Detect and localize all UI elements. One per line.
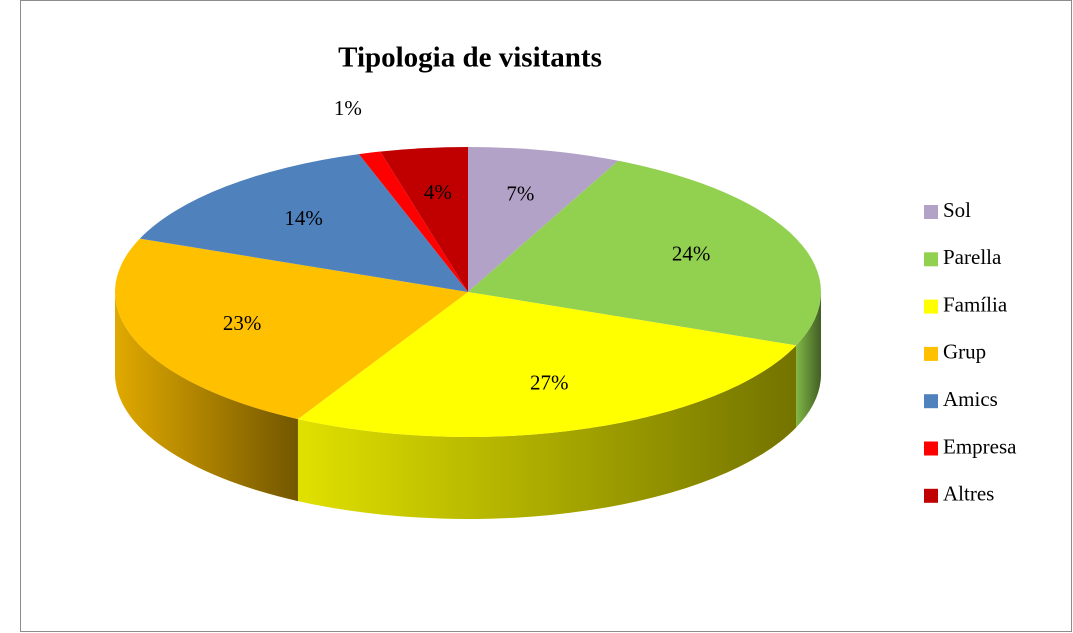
data-label: 23%	[223, 311, 262, 335]
side-shade	[297, 345, 797, 520]
legend-swatch	[924, 394, 938, 409]
data-label: 24%	[672, 242, 711, 266]
data-label: 4%	[424, 180, 452, 204]
legend-swatch	[924, 488, 938, 503]
pie-slice	[380, 147, 468, 292]
legend-swatch	[924, 441, 938, 456]
side-shade	[796, 292, 821, 428]
legend-swatch	[924, 252, 938, 267]
data-label: 14%	[284, 206, 323, 230]
legend-label: Altres	[943, 482, 994, 506]
legend-label: Empresa	[943, 434, 1017, 458]
legend-swatch	[924, 205, 938, 219]
pie-slice	[468, 147, 619, 292]
chart-title: Tipologia de visitants	[338, 42, 602, 74]
legend-label: Amics	[943, 387, 998, 411]
data-label: 1%	[334, 96, 362, 120]
legend-label: Parella	[943, 245, 1002, 269]
pie-slice	[358, 151, 468, 292]
side-shade	[114, 292, 298, 502]
legend-swatch	[924, 299, 938, 314]
pie-slice	[115, 238, 469, 420]
legend-label: Grup	[943, 340, 986, 364]
pie-slice	[139, 154, 469, 292]
data-label: 7%	[506, 182, 534, 206]
pie-slice	[297, 292, 797, 438]
pie-slice	[468, 160, 821, 346]
legend-swatch	[924, 346, 938, 361]
legend-label: Família	[943, 292, 1008, 316]
legend-label: Sol	[943, 198, 971, 222]
data-label: 27%	[530, 371, 569, 395]
